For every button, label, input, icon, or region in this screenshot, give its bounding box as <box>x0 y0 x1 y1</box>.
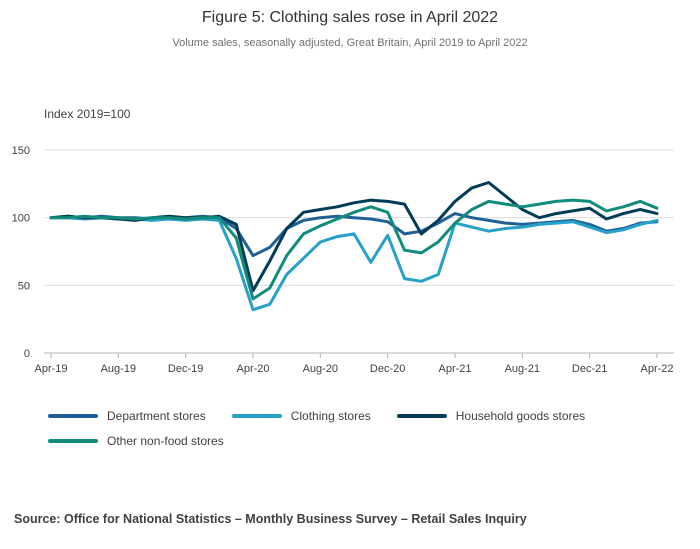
chart-title: Figure 5: Clothing sales rose in April 2… <box>201 9 499 26</box>
x-tick-label: Aug-21 <box>505 363 540 375</box>
legend-item-household-goods-stores: Household goods stores <box>396 404 586 428</box>
series-line-clothing-stores <box>49 216 659 312</box>
legend-item-other-non-food-stores: Other non-food stores <box>48 429 224 453</box>
x-tick-label: Dec-20 <box>370 363 405 375</box>
sales-line-chart: 0 50 100 150 Index 2019=100 Apr-19 Aug-19 Dec-1… <box>12 107 674 375</box>
x-tick-label: Apr-21 <box>438 363 471 375</box>
legend-label-household-goods-stores: Household goods stores <box>455 409 586 423</box>
legend-swatch-clothing-stores-icon <box>231 414 282 418</box>
legend-label-clothing-stores: Clothing stores <box>290 409 371 423</box>
x-tick-label: Apr-20 <box>236 363 269 375</box>
source-attribution: Source: Office for National Statistics –… <box>14 512 527 526</box>
x-tick-label: Dec-19 <box>168 363 203 375</box>
y-tick-label: 0 <box>24 348 30 360</box>
chart-subtitle: Volume sales, seasonally adjusted, Great… <box>172 37 528 49</box>
y-tick-label: 150 <box>12 145 30 157</box>
x-tick-label: Apr-22 <box>640 363 673 375</box>
legend-item-clothing-stores: Clothing stores <box>231 404 371 428</box>
y-tick-label: 100 <box>12 213 30 225</box>
legend-label-department-stores: Department stores <box>107 409 206 423</box>
y-axis-title: Index 2019=100 <box>44 107 131 121</box>
x-tick-label: Aug-20 <box>303 363 338 375</box>
legend-label-other-non-food-stores: Other non-food stores <box>107 434 224 448</box>
x-tick-label: Aug-19 <box>101 363 136 375</box>
legend-swatch-department-stores-icon <box>48 414 98 418</box>
legend-swatch-other-non-food-stores-icon <box>48 439 98 443</box>
y-tick-label: 50 <box>18 280 30 292</box>
series-line-other-non-food-stores <box>49 198 659 301</box>
legend-swatch-household-goods-stores-icon <box>396 414 447 418</box>
chart-legend: Department stores Clothing stores Househ… <box>48 404 656 453</box>
x-tick-label: Dec-21 <box>572 363 607 375</box>
x-tick-label: Apr-19 <box>34 363 67 375</box>
legend-item-department-stores: Department stores <box>48 404 206 428</box>
